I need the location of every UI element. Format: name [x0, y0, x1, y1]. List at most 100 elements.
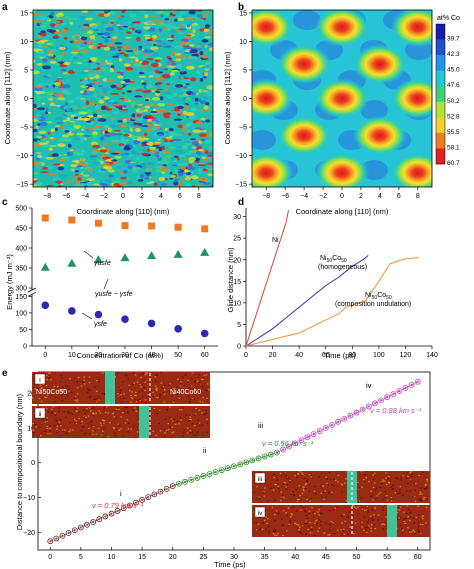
noise-blob: [48, 97, 54, 101]
c-ytick-label: 300: [15, 286, 27, 293]
inset-noise: [154, 374, 157, 376]
inset-noise: [316, 523, 318, 525]
noise-blob: [146, 123, 152, 127]
inset-noise: [193, 398, 195, 400]
noise-blob: [170, 175, 176, 178]
inset-noise: [410, 480, 412, 482]
noise-blob: [122, 118, 127, 123]
hot-spot: [352, 115, 407, 156]
panel-c-xlabel: Concentration of Co (at%): [77, 351, 164, 360]
inset-noise: [183, 429, 186, 431]
inset-noise: [135, 401, 138, 403]
noise-blob: [197, 164, 207, 167]
inset-noise: [51, 412, 53, 414]
noise-blob: [158, 163, 164, 166]
inset-noise: [411, 473, 413, 475]
e-point-core: [410, 383, 413, 386]
inset-noise: [326, 482, 328, 485]
c-xtick-label: 20: [95, 352, 103, 359]
noise-blob: [148, 84, 152, 87]
noise-blob: [120, 80, 126, 84]
inset-noise: [117, 407, 119, 409]
inset-noise: [73, 397, 76, 399]
c-point-diff: [147, 251, 157, 260]
inset-noise: [335, 479, 337, 481]
colorbar-tick-label: 45.0: [447, 67, 460, 74]
inset-noise: [426, 487, 428, 489]
noise-blob: [49, 60, 57, 64]
noise-blob: [50, 11, 55, 16]
inset-noise: [308, 513, 310, 515]
inset-noise: [382, 509, 384, 511]
inset-noise: [308, 525, 310, 527]
panel-b-ylabel: Coordinate along [112] (nm): [223, 51, 232, 144]
inset-noise: [205, 374, 208, 376]
noise-blob: [55, 46, 60, 50]
noise-blob: [108, 19, 118, 22]
noise-blob: [186, 86, 193, 89]
noise-blob: [128, 154, 135, 158]
inset-noise: [88, 376, 91, 378]
inset-left-composition: Ni50Co50: [36, 389, 67, 396]
noise-blob: [67, 99, 75, 103]
inset-noise: [392, 488, 394, 490]
inset-noise: [391, 499, 393, 501]
e-point-core: [196, 476, 199, 480]
e-point: [231, 463, 237, 470]
c-point-sfe: [94, 310, 103, 319]
noise-blob: [163, 157, 167, 161]
inset-noise: [130, 428, 132, 430]
inset-noise: [319, 513, 322, 515]
e-point: [243, 459, 250, 466]
inset-noise: [387, 478, 389, 480]
inset-noise: [417, 505, 419, 507]
inset-noise: [46, 417, 48, 419]
e-point: [126, 502, 133, 509]
inset-noise: [349, 528, 352, 530]
noise-blob: [33, 128, 38, 133]
inset-noise: [379, 491, 382, 494]
noise-blob: [185, 157, 190, 161]
inset-noise: [143, 386, 145, 388]
noise-blob: [120, 70, 124, 72]
noise-blob: [38, 125, 44, 130]
inset-noise: [174, 423, 177, 425]
noise-blob: [103, 156, 112, 159]
noise-blob: [194, 102, 199, 105]
c-point-diff: [200, 247, 210, 256]
noise-blob: [185, 176, 191, 179]
inset-noise: [202, 377, 205, 379]
noise-blob: [95, 125, 102, 128]
noise-blob: [77, 177, 82, 182]
inset-noise: [180, 417, 182, 419]
noise-blob: [210, 184, 213, 187]
inset-noise: [100, 434, 103, 436]
inset-noise: [48, 392, 50, 394]
noise-blob: [45, 85, 50, 88]
inset-noise: [277, 483, 279, 485]
noise-blob: [174, 118, 182, 121]
inset-noise: [258, 496, 260, 498]
noise-blob: [198, 148, 204, 152]
inset-noise: [98, 381, 100, 383]
e-point-core: [251, 459, 254, 462]
noise-blob: [197, 98, 202, 102]
noise-blob: [116, 52, 120, 57]
e-point-core: [183, 480, 187, 483]
noise-blob: [126, 157, 131, 161]
e-point: [304, 434, 311, 441]
inset-noise: [313, 534, 316, 536]
inset-noise: [380, 482, 382, 484]
noise-blob: [208, 146, 213, 150]
noise-blob: [165, 60, 174, 64]
inset-noise: [259, 516, 261, 518]
inset-noise: [328, 471, 331, 474]
inset-noise: [187, 381, 189, 383]
inset-noise: [46, 378, 48, 381]
inset-noise: [397, 518, 399, 520]
panel-b-ytick-label: 15: [239, 10, 247, 17]
inset-noise: [407, 482, 409, 484]
inset-noise: [318, 514, 321, 516]
inset-noise: [166, 409, 168, 411]
noise-blob: [174, 155, 179, 158]
